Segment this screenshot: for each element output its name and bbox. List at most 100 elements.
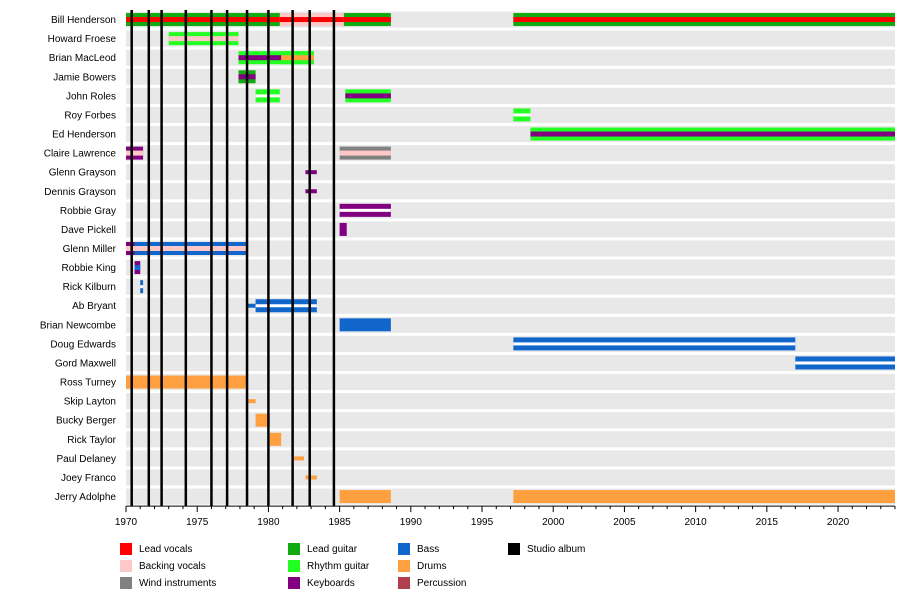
- span-gap: [339, 208, 391, 212]
- span-overlay: [513, 17, 895, 23]
- legend-label: Lead vocals: [139, 543, 193, 555]
- span-overlay: [279, 17, 344, 23]
- span-overlay: [126, 17, 391, 23]
- member-name: Bill Henderson: [51, 15, 116, 26]
- member-name: Doug Edwards: [50, 339, 116, 350]
- x-axis: 1970 1975 1980 1985 1990 1995 2000 2005 2010 2015…: [115, 505, 896, 528]
- row-background: [126, 240, 895, 257]
- span-overlay: [126, 246, 135, 251]
- row-background: [126, 87, 895, 104]
- legend-swatch: [288, 543, 300, 555]
- member-name: Joey Franco: [61, 473, 116, 484]
- legend-item-keyboards: Keyboards: [288, 576, 355, 590]
- legend-label: Bass: [417, 543, 440, 555]
- legend-swatch: [288, 577, 300, 589]
- member-name: Robbie Gray: [60, 206, 116, 217]
- span-gap: [513, 342, 796, 346]
- legend-item-studio-album: Studio album: [508, 542, 585, 556]
- legend-label: Backing vocals: [139, 560, 206, 572]
- x-tick-label: 1970: [115, 517, 138, 528]
- row-background: [126, 431, 895, 448]
- member-name: John Roles: [66, 91, 116, 102]
- member-span: [305, 475, 317, 480]
- member-span: [247, 303, 256, 308]
- member-name: Rick Kilburn: [63, 282, 116, 293]
- legend-label: Studio album: [527, 543, 586, 555]
- row-background: [126, 259, 895, 276]
- member-span: [305, 189, 317, 194]
- legend-item-lead-vocals: Lead vocals: [120, 542, 192, 556]
- legend-swatch: [120, 543, 132, 555]
- span-overlay: [530, 131, 895, 137]
- span-overlay: [281, 55, 314, 61]
- row-background: [126, 30, 895, 47]
- member-span: [255, 413, 270, 427]
- legend-label: Lead guitar: [307, 543, 358, 555]
- span-gap: [140, 285, 144, 289]
- legend-label: Rhythm guitar: [307, 560, 370, 572]
- span-overlay: [168, 36, 239, 42]
- member-name: Ed Henderson: [52, 130, 116, 141]
- legend-item-rhythm-guitar: Rhythm guitar: [288, 559, 369, 573]
- span-overlay: [238, 55, 314, 61]
- x-tick-label: 2020: [827, 517, 850, 528]
- row-background: [126, 316, 895, 333]
- member-name: Jamie Bowers: [53, 72, 116, 83]
- legend-swatch: [120, 560, 132, 572]
- row-background: [126, 164, 895, 181]
- row-background: [126, 450, 895, 467]
- legend-swatch: [398, 560, 410, 572]
- legend-item-bass: Bass: [398, 542, 439, 556]
- span-overlay: [134, 265, 141, 271]
- row-background: [126, 393, 895, 410]
- x-tick-label: 1980: [257, 517, 280, 528]
- member-span: [247, 399, 256, 404]
- legend-item-lead-guitar: Lead guitar: [288, 542, 357, 556]
- member-span: [294, 456, 305, 461]
- member-name: Bucky Berger: [56, 416, 117, 427]
- legend-label: Drums: [417, 560, 447, 572]
- row-background: [126, 278, 895, 295]
- legend-swatch: [288, 560, 300, 572]
- member-name: Howard Froese: [48, 34, 117, 45]
- legend-label: Keyboards: [307, 577, 355, 589]
- span-overlay: [345, 93, 391, 99]
- member-name: Dave Pickell: [61, 225, 116, 236]
- legend-item-wind-instruments: Wind instruments: [120, 576, 216, 590]
- x-tick-label: 2000: [542, 517, 565, 528]
- span-gap: [255, 304, 317, 308]
- member-span: [305, 170, 317, 175]
- member-name: Jerry Adolphe: [55, 492, 117, 503]
- studio-album-lines: [130, 10, 336, 507]
- legend-swatch: [508, 543, 520, 555]
- x-tick-label: 1975: [186, 517, 209, 528]
- row-background: [126, 354, 895, 372]
- x-tick-label: 1985: [328, 517, 351, 528]
- member-name: Ross Turney: [60, 378, 116, 389]
- x-tick-label: 2005: [613, 517, 636, 528]
- legend-swatch: [120, 577, 132, 589]
- member-name: Skip Layton: [64, 397, 116, 408]
- legend-item-backing-vocals: Backing vocals: [120, 559, 206, 573]
- member-labels: Bill Henderson Howard Froese Brian MacLeod…: [40, 15, 117, 503]
- legend-item-percussion: Percussion: [398, 576, 466, 590]
- x-tick-label: 2015: [756, 517, 779, 528]
- member-name: Claire Lawrence: [44, 149, 117, 160]
- legend-label: Percussion: [417, 577, 467, 589]
- member-span: [339, 490, 391, 504]
- row-background: [126, 68, 895, 85]
- row-background: [126, 221, 895, 238]
- member-name: Ab Bryant: [72, 301, 116, 312]
- row-background: [126, 145, 895, 162]
- member-name: Roy Forbes: [64, 110, 116, 121]
- row-background: [126, 106, 895, 123]
- row-background: [126, 469, 895, 486]
- span-overlay: [339, 150, 391, 156]
- member-span: [339, 222, 347, 236]
- x-tick-label: 1990: [400, 517, 423, 528]
- member-name: Rick Taylor: [67, 435, 116, 446]
- span-overlay: [126, 150, 144, 156]
- row-background: [126, 202, 895, 219]
- row-background: [126, 49, 895, 66]
